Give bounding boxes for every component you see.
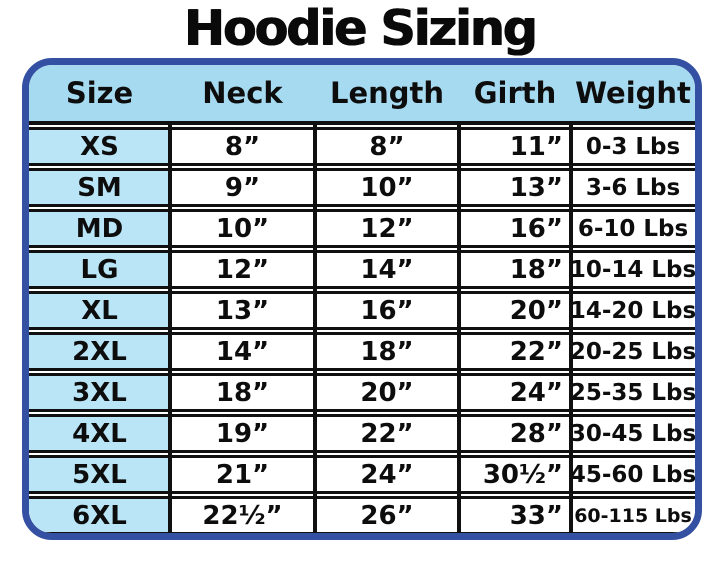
- length-cell: 26”: [360, 500, 414, 531]
- table-row-lg: LG 12” 14” 18” 10-14 Lbs: [29, 250, 695, 289]
- girth-cell: 30½”: [482, 459, 563, 490]
- weight-cell: 60-115 Lbs: [574, 504, 692, 527]
- girth-cell: 33”: [509, 500, 563, 531]
- table-row-4xl: 4XL 19” 22” 28” 30-45 Lbs: [29, 414, 695, 453]
- neck-cell: 21”: [215, 459, 270, 490]
- length-cell: 20”: [360, 377, 414, 408]
- header-weight: Weight: [575, 76, 691, 110]
- neck-cell: 19”: [215, 418, 270, 449]
- neck-cell: 22½”: [202, 500, 283, 531]
- neck-cell: 14”: [215, 336, 270, 367]
- weight-cell: 30-45 Lbs: [569, 420, 697, 447]
- neck-cell: 18”: [215, 377, 270, 408]
- neck-cell: 8”: [224, 131, 261, 162]
- size-cell: 5XL: [29, 458, 170, 491]
- page-title: Hoodie Sizing: [184, 0, 538, 57]
- table-row-xl: XL 13” 16” 20” 14-20 Lbs: [29, 291, 695, 330]
- neck-cell: 13”: [215, 295, 270, 326]
- table-header-row: Size Neck Length Girth Weight: [29, 65, 695, 125]
- header-girth: Girth: [473, 76, 557, 110]
- column-divider-girth-weight: [569, 125, 573, 533]
- weight-cell: 6-10 Lbs: [577, 215, 689, 242]
- girth-cell: 28”: [509, 418, 563, 449]
- girth-cell: 13”: [509, 172, 563, 203]
- girth-cell: 18”: [509, 254, 563, 285]
- header-neck: Neck: [202, 76, 283, 110]
- size-cell: 3XL: [29, 376, 170, 409]
- length-cell: 22”: [360, 418, 414, 449]
- header-length: Length: [329, 76, 445, 110]
- sizing-table: Size Neck Length Girth Weight XS 8” 8” 1…: [22, 58, 702, 540]
- size-cell: 6XL: [29, 499, 170, 532]
- table-row-3xl: 3XL 18” 20” 24” 25-35 Lbs: [29, 373, 695, 412]
- neck-cell: 12”: [215, 254, 270, 285]
- size-cell: 4XL: [29, 417, 170, 450]
- girth-cell: 20”: [509, 295, 563, 326]
- column-divider-length-girth: [457, 125, 461, 533]
- table-row-5xl: 5XL 21” 24” 30½” 45-60 Lbs: [29, 455, 695, 494]
- length-cell: 14”: [360, 254, 414, 285]
- table-row-xs: XS 8” 8” 11” 0-3 Lbs: [29, 127, 695, 166]
- weight-cell: 0-3 Lbs: [585, 133, 681, 160]
- length-cell: 12”: [360, 213, 414, 244]
- length-cell: 8”: [369, 131, 405, 162]
- length-cell: 10”: [360, 172, 414, 203]
- neck-cell: 9”: [224, 172, 261, 203]
- column-divider-size-neck: [168, 125, 172, 533]
- weight-cell: 14-20 Lbs: [569, 297, 697, 324]
- weight-cell: 10-14 Lbs: [569, 256, 697, 283]
- length-cell: 24”: [360, 459, 414, 490]
- weight-cell: 25-35 Lbs: [569, 379, 697, 406]
- column-divider-neck-length: [313, 125, 317, 533]
- size-cell: XL: [29, 294, 170, 327]
- girth-cell: 24”: [509, 377, 563, 408]
- size-cell: SM: [29, 171, 170, 204]
- table-row-2xl: 2XL 14” 18” 22” 20-25 Lbs: [29, 332, 695, 371]
- girth-cell: 11”: [509, 131, 563, 162]
- size-cell: 2XL: [29, 335, 170, 368]
- table-row-sm: SM 9” 10” 13” 3-6 Lbs: [29, 168, 695, 207]
- size-cell: LG: [29, 253, 170, 286]
- length-cell: 16”: [360, 295, 414, 326]
- header-size: Size: [65, 76, 134, 110]
- girth-cell: 16”: [509, 213, 563, 244]
- table-row-6xl: 6XL 22½” 26” 33” 60-115 Lbs: [29, 496, 695, 533]
- table-row-md: MD 10” 12” 16” 6-10 Lbs: [29, 209, 695, 248]
- size-cell: MD: [29, 212, 170, 245]
- weight-cell: 45-60 Lbs: [569, 461, 697, 488]
- length-cell: 18”: [360, 336, 414, 367]
- weight-cell: 3-6 Lbs: [585, 174, 681, 201]
- size-cell: XS: [29, 130, 170, 163]
- weight-cell: 20-25 Lbs: [569, 338, 697, 365]
- table-body: XS 8” 8” 11” 0-3 Lbs SM 9” 10” 13” 3-6 L…: [29, 127, 695, 533]
- neck-cell: 10”: [215, 213, 270, 244]
- girth-cell: 22”: [509, 336, 563, 367]
